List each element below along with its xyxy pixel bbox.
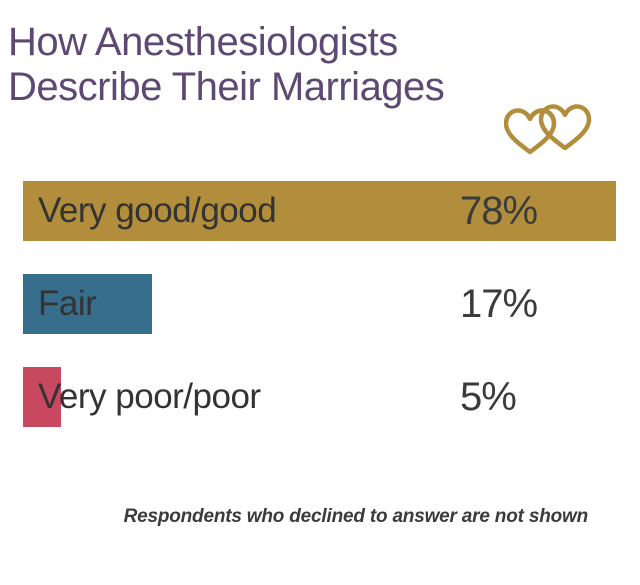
category-label: Very good/good xyxy=(38,191,277,230)
bar-segment xyxy=(23,367,61,427)
value-label: 5% xyxy=(460,374,517,419)
value-label: 78% xyxy=(460,188,538,233)
interlocked-hearts-icon xyxy=(504,104,592,155)
chart-title: How Anesthesiologists Describe Their Mar… xyxy=(8,20,445,110)
bar-chart: Very good/good 78% Fair 17% Very poor/poor 5% xyxy=(23,181,617,460)
bar-row: Very poor/poor 5% xyxy=(23,367,617,427)
footnote: Respondents who declined to answer are n… xyxy=(123,506,589,527)
bar-segment xyxy=(23,274,153,334)
bar-segment xyxy=(23,181,616,241)
chart-title-line2: Describe Their Marriages xyxy=(8,65,445,109)
category-label: Very poor/poor xyxy=(38,377,261,416)
chart-title-line1: How Anesthesiologists xyxy=(8,20,398,64)
bar-row: Fair 17% xyxy=(23,274,617,334)
category-label: Fair xyxy=(38,284,97,323)
bar-row: Very good/good 78% xyxy=(23,181,617,241)
value-label: 17% xyxy=(460,281,538,326)
